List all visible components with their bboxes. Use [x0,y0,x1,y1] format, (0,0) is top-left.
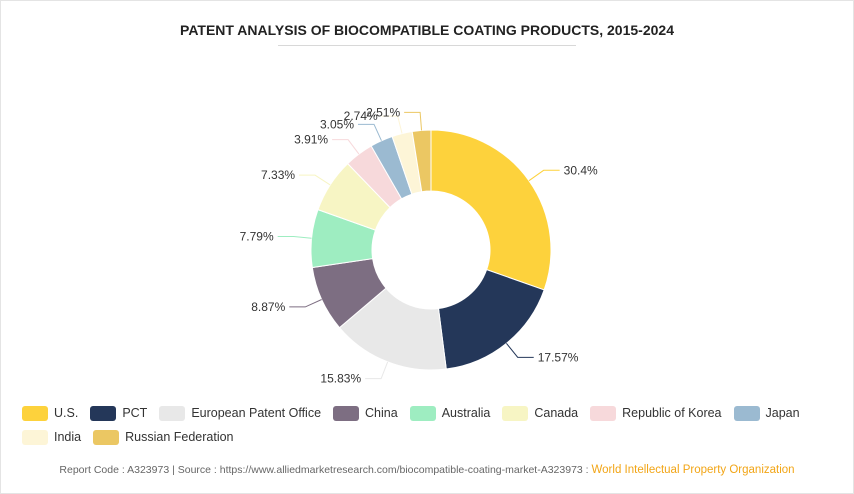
data-label-australia: 7.79% [240,229,274,243]
legend-item-australia[interactable]: Australia [409,404,491,422]
legend-item-republic-of-korea[interactable]: Republic of Korea [590,404,722,422]
leader-line-australia [277,235,312,239]
data-label-japan: 3.05% [320,117,354,131]
leader-line-india [381,115,403,134]
data-label-pct: 17.57% [538,350,579,364]
legend-label: European Patent Office [191,406,322,420]
leader-line-japan [358,123,382,141]
legend-swatch [22,429,48,445]
chart-title: PATENT ANALYSIS OF BIOCOMPATIBLE COATING… [180,22,674,38]
legend-label: Canada [534,406,579,420]
legend-swatch [93,429,120,445]
legend-item-china[interactable]: China [333,404,398,422]
legend-swatch [590,405,617,421]
data-label-russian-federation: 2.51% [366,105,400,119]
legend-label: Republic of Korea [622,406,722,420]
leader-line-u-s [528,169,560,182]
leader-line-pct [506,343,534,358]
chart-legend: U.S. PCT European Patent Office China Austra… [22,404,842,446]
leader-line-european-patent-office [365,361,389,380]
data-label-european-patent-office: 15.83% [320,372,361,386]
data-label-u-s: 30.4% [564,163,598,177]
legend-item-u-s[interactable]: U.S. [22,404,78,422]
legend-label: PCT [122,406,148,420]
legend-swatch [733,405,760,421]
legend-item-japan[interactable]: Japan [733,404,800,422]
legend-item-pct[interactable]: PCT [90,404,147,422]
legend-label: Australia [441,406,491,420]
footer: Report Code : A323973 | Source : https:/… [0,464,854,476]
legend-label: U.S. [54,406,79,420]
data-label-india: 2.74% [344,109,378,123]
slice-pct[interactable] [437,268,545,370]
slice-russian-federation[interactable] [411,129,432,193]
legend-swatch [333,405,360,421]
legend-swatch [90,405,117,421]
legend-label: China [365,406,398,420]
data-label-canada: 7.33% [261,168,295,182]
legend-label: Japan [765,406,800,420]
legend-label: Russian Federation [125,430,234,444]
leader-line-republic-of-korea [332,139,360,155]
data-label-china: 8.87% [251,300,285,314]
leader-line-russian-federation [404,111,423,131]
legend-item-russian-federation[interactable]: Russian Federation [93,428,234,446]
leader-line-china [289,299,322,308]
legend-swatch [159,405,186,421]
title-divider [278,45,576,46]
legend-swatch [22,405,48,421]
slice-u-s[interactable] [430,129,552,291]
legend-item-india[interactable]: India [22,428,81,446]
legend-swatch [409,405,436,421]
donut-chart: 30.4% 17.57% 15.83% 8.87% 7.79% 7.33% 3.91% 3.0… [240,105,598,386]
legend-item-european-patent-office[interactable]: European Patent Office [159,404,321,422]
data-label-republic-of-korea: 3.91% [294,133,328,147]
legend-item-canada[interactable]: Canada [502,404,578,422]
leader-line-canada [299,174,331,186]
footer-source-organization: World Intellectual Property Organization [591,464,795,476]
legend-label: India [54,430,82,444]
footer-report-source: Report Code : A323973 | Source : https:/… [59,464,592,476]
legend-swatch [502,405,529,421]
